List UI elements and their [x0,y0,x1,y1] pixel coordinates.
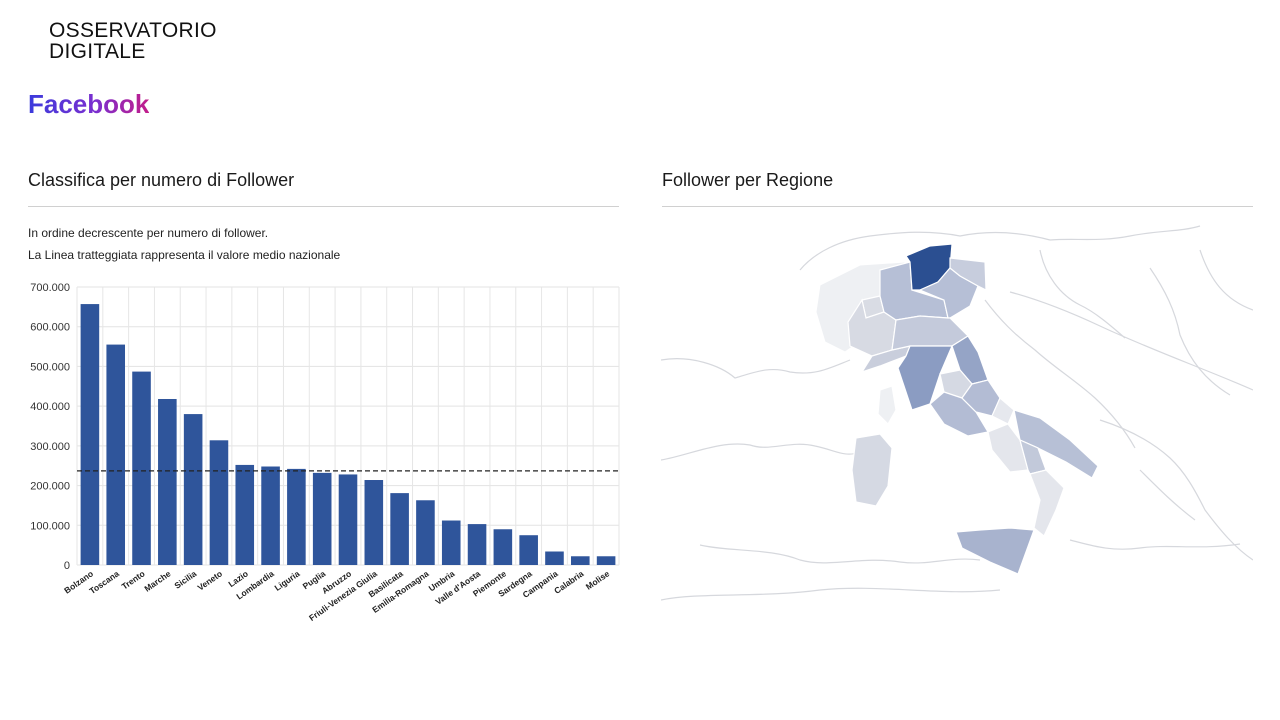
bar [467,524,487,565]
region-veneto [918,267,979,319]
bar [416,500,435,565]
x-tick-label: Trento [120,568,147,591]
bar [261,466,280,565]
bar [235,464,255,565]
bar [312,472,332,565]
bar [287,468,306,565]
chart-note-order: In ordine decrescente per numero di foll… [28,226,269,240]
y-tick-label: 300.000 [30,441,70,453]
map-section-divider [662,206,1253,207]
region-sardegna [851,433,893,507]
x-tick-label: Sicilia [172,568,198,590]
bar [596,556,616,565]
region-corsica [877,385,897,425]
page-title: Facebook [28,89,150,119]
brand-line-2: DIGITALE [49,40,146,63]
x-tick-label: Toscana [87,568,121,596]
bar [338,474,358,565]
brand-logo: OSSERVATORIO DIGITALE [49,20,217,62]
y-tick-label: 200.000 [30,481,70,493]
chart-section-divider [28,206,619,207]
map-svg [661,225,1253,601]
bar [545,551,564,565]
followers-region-map [661,218,1253,626]
bar [441,520,461,565]
bar [80,304,100,565]
bar [390,493,409,565]
chart-bars [80,304,616,565]
map-section-title: Follower per Regione [662,170,834,190]
x-tick-label: Marche [142,568,172,593]
map-regions [847,243,1099,575]
y-tick-label: 100.000 [30,520,70,532]
bar [364,480,384,565]
brand-line-1: OSSERVATORIO [49,19,217,42]
x-tick-label: Veneto [196,568,225,592]
y-tick-label: 600.000 [30,322,70,334]
chart-section-title: Classifica per numero di Follower [28,170,295,190]
bar [183,414,203,565]
y-tick-label: 500.000 [30,361,70,373]
bar [570,556,590,565]
bar [493,529,513,565]
bar [519,535,538,565]
region-calabria [1029,469,1065,537]
x-tick-label: Liguria [273,568,302,593]
chart-grid [76,286,620,566]
x-tick-label: Calabria [552,568,585,596]
bar [106,344,126,565]
region-friuli [949,257,987,291]
y-tick-label: 700.000 [30,282,70,294]
chart-note-average: La Linea tratteggiata rappresenta il val… [28,248,341,262]
map-coastlines [661,225,1253,601]
followers-bar-chart: 0 100.000 200.000 300.000 400.000 500.000 600.… [30,282,620,623]
chart-y-axis: 0 100.000 200.000 300.000 400.000 500.000 600.… [30,282,70,572]
bar [132,371,151,565]
region-lazio [929,391,989,437]
y-tick-label: 0 [64,560,70,572]
region-sicilia [955,527,1035,575]
bar [209,440,229,565]
y-tick-label: 400.000 [30,401,70,413]
bar [158,398,177,565]
x-tick-label: Molise [584,568,612,592]
